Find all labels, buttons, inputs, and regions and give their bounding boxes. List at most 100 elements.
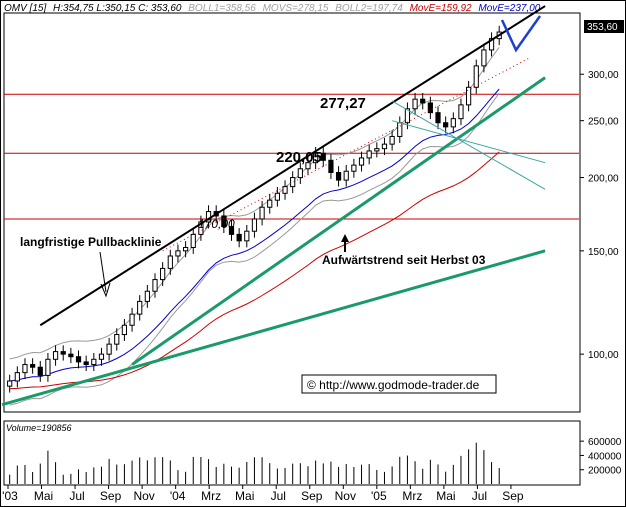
candle-body (366, 150, 372, 159)
x-tick-label: Nov (133, 489, 154, 503)
volume-tick-label: 400000 (588, 451, 622, 462)
candle (190, 228, 196, 254)
candle-body (282, 186, 288, 194)
candle (435, 106, 441, 130)
candle-body (290, 177, 296, 188)
candle-body (167, 255, 173, 269)
candle-body (22, 364, 28, 374)
boll-lower (9, 93, 500, 406)
candle-body (129, 313, 135, 326)
x-tick-label: Sep (100, 489, 122, 503)
trend-lines (1, 5, 546, 407)
candle (358, 151, 365, 172)
candle (412, 92, 418, 116)
candle-body (175, 250, 181, 257)
candle-body (98, 353, 105, 360)
candle-body (137, 300, 143, 315)
candle (30, 358, 36, 374)
header-line: OMV [15] H:354,75 L:350,15 C: 353,60 BOL… (4, 3, 541, 14)
y-axis: 300,00 250,00 200,00 150,00 100,00 (580, 70, 619, 361)
candle (320, 146, 326, 167)
candle (175, 244, 181, 263)
channel-line-upper (391, 100, 546, 190)
x-tick-label: '04 (170, 489, 186, 503)
candle-body (358, 157, 365, 166)
pullback-line (39, 5, 546, 327)
candle-body (267, 199, 273, 208)
candle (221, 209, 227, 234)
candle-body (45, 358, 51, 376)
annotation-pullback: langfristige Pullbacklinie (20, 235, 162, 249)
candle-body (320, 152, 326, 161)
candle-body (335, 171, 342, 181)
candle-body (481, 49, 487, 67)
candle (267, 193, 273, 214)
candle-body (328, 159, 334, 173)
candle (83, 355, 89, 371)
candle-body (244, 230, 250, 242)
candle-body (160, 267, 166, 281)
header-symbol: OMV [15] (4, 3, 46, 14)
copyright-box (301, 374, 497, 394)
header-move2: MovE=237,00 (478, 3, 540, 14)
projection-v-mark (500, 15, 542, 53)
candle-body (473, 65, 479, 88)
candle-body (397, 122, 403, 137)
candle-body (381, 143, 388, 150)
candle-body (389, 135, 395, 145)
level-label-2: 220,05 (276, 149, 322, 166)
candle (7, 374, 13, 393)
header-movs: MOVS=278,15 (263, 3, 329, 14)
candle-body (114, 334, 120, 345)
candles (7, 25, 502, 393)
candle (91, 353, 97, 371)
price-panel (3, 12, 581, 413)
candle (37, 360, 43, 382)
candle (22, 358, 28, 380)
candle (274, 187, 280, 207)
candle (343, 164, 349, 187)
header-boll2: BOLL2=197,74 (335, 3, 403, 14)
x-tick-label: Mai (235, 489, 254, 503)
candle (98, 347, 105, 366)
candle-body (14, 372, 20, 382)
candle (473, 59, 479, 94)
level-label-3: 170,00 (198, 217, 235, 231)
candle-body (404, 108, 411, 124)
y-tick-label: 150,00 (588, 247, 619, 258)
candle (389, 130, 395, 151)
level-label-1: 277,27 (320, 95, 366, 112)
candle-body (420, 98, 426, 104)
candle-body (75, 356, 82, 363)
last-price-tag (584, 20, 624, 33)
candle (228, 220, 235, 241)
candle (106, 337, 112, 361)
candle (366, 144, 372, 165)
candle-body (466, 86, 472, 106)
x-tick-label: Jul (472, 489, 487, 503)
candle-body (52, 351, 59, 360)
copyright-text[interactable]: © http://www.godmode-trader.de (307, 378, 480, 392)
candle-body (7, 380, 13, 387)
candle-body (274, 192, 280, 201)
x-tick-label: Mai (34, 489, 53, 503)
candle-body (152, 279, 158, 292)
candle-body (198, 221, 204, 235)
header-ohlc: H:354,75 L:350,15 C: 353,60 (53, 3, 182, 14)
y-tick-label: 300,00 (588, 70, 619, 81)
candle-body (343, 170, 349, 181)
last-price-value: 353,60 (587, 22, 618, 33)
candle (244, 224, 250, 248)
candle-body (488, 38, 495, 51)
candle (290, 171, 296, 194)
candle (60, 345, 66, 361)
candle (297, 162, 303, 184)
candle (198, 215, 204, 241)
x-tick-label: Mai (436, 489, 455, 503)
long-trend-line (1, 249, 546, 407)
candle (167, 249, 173, 275)
candle-body (458, 104, 464, 120)
candle-body (121, 324, 128, 336)
candle (236, 228, 242, 248)
